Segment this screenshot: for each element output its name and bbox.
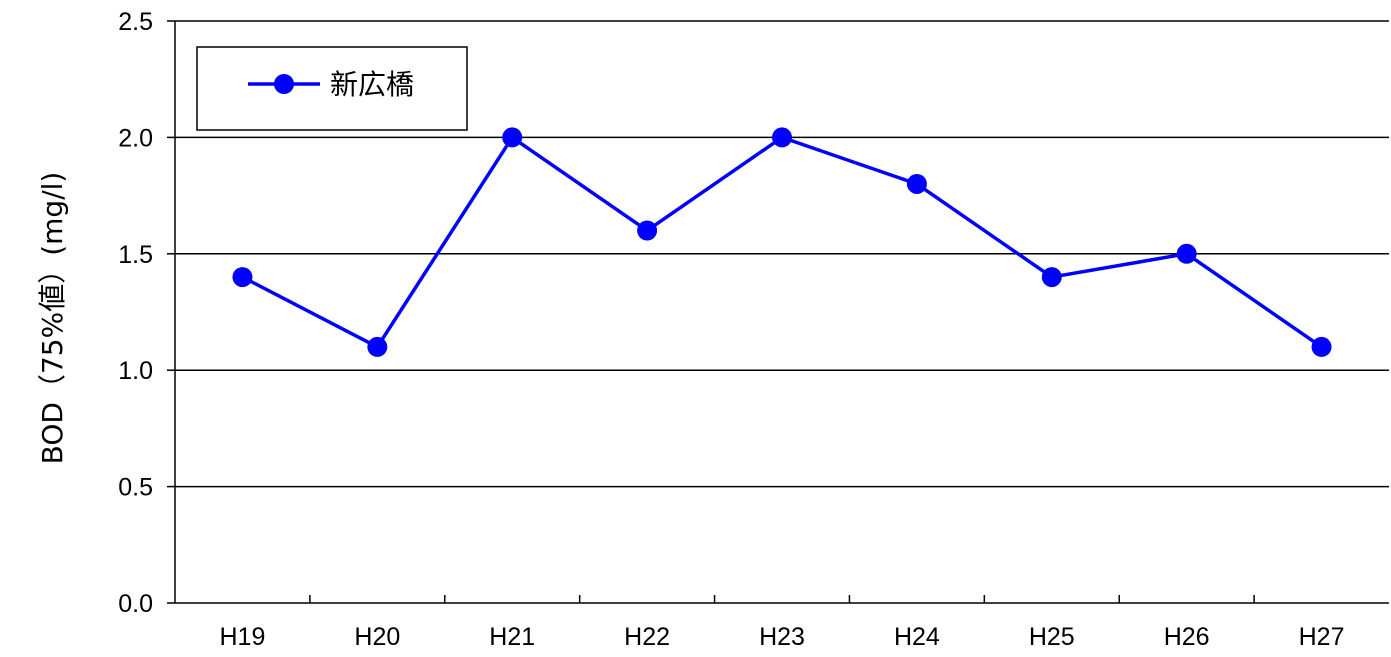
y-tick-label: 2.5 — [118, 8, 153, 36]
y-tick-label: 1.0 — [118, 357, 153, 385]
data-point — [1176, 243, 1197, 264]
series-line — [241, 135, 1323, 349]
x-tick-label: H26 — [1164, 623, 1210, 651]
data-point — [772, 127, 792, 148]
legend-box — [196, 46, 468, 131]
data-point — [367, 336, 388, 357]
legend-series-marker — [274, 74, 294, 94]
y-tick-label: 0.0 — [118, 590, 153, 618]
y-tick-label: 1.5 — [118, 241, 153, 269]
x-tick-label: H27 — [1299, 623, 1345, 651]
data-point — [906, 173, 927, 194]
legend-series-label: 新広橋 — [330, 68, 414, 101]
y-tick-label: 0.5 — [118, 474, 153, 502]
data-point — [1311, 336, 1332, 357]
legend: 新広橋 — [196, 46, 468, 131]
data-point — [232, 267, 253, 288]
x-tick-label: H21 — [489, 623, 535, 651]
series-layer — [232, 127, 1332, 357]
x-tick-label: H25 — [1029, 623, 1075, 651]
x-tick-label: H24 — [894, 623, 940, 651]
gridlines — [175, 20, 1389, 488]
x-tick-label: H20 — [354, 623, 400, 651]
x-tick-label: H22 — [624, 623, 670, 651]
axes — [167, 20, 1389, 604]
data-point — [637, 220, 658, 241]
data-point — [502, 127, 523, 148]
y-axis-title: BOD（75%値）(mg/l) — [36, 172, 69, 465]
y-tick-label: 2.0 — [118, 124, 153, 152]
data-point — [1041, 267, 1062, 288]
x-tick-label: H19 — [220, 623, 266, 651]
x-tick-labels: H19 H20 H21 H22 H23 H24 H25 H26 H27 — [220, 623, 1345, 651]
y-tick-labels: 0.0 0.5 1.0 1.5 2.0 2.5 — [118, 8, 153, 618]
x-tick-label: H23 — [759, 623, 805, 651]
